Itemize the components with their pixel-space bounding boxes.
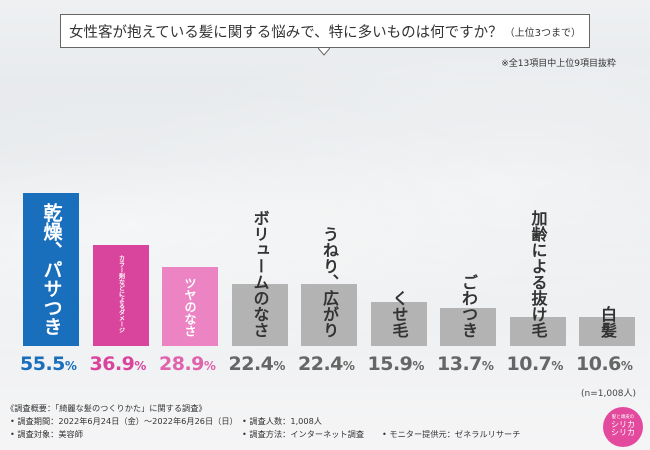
- survey-footer: 《調査概要：「綺麗な髪のつくりかた」に関する調査》 • 調査期間：2022年6月…: [6, 402, 606, 450]
- bar: [370, 302, 427, 346]
- excerpt-note: ※全13項目中上位9項目抜粋: [501, 59, 616, 69]
- question-sub: （上位3つまで）: [504, 27, 582, 39]
- bar-category-label: カラー剤などによるダメージ: [117, 254, 125, 333]
- logo-line-1: シリカ: [611, 419, 635, 429]
- value-unit: %: [342, 359, 355, 373]
- value-number: 28.9: [159, 353, 204, 375]
- bar-category-label: ごわつき: [459, 274, 478, 338]
- bar: [92, 244, 149, 346]
- bar-value-label: 36.9%: [89, 353, 147, 375]
- bar-value-label: 22.4%: [228, 353, 286, 375]
- bar-category-label: 白髪: [598, 306, 617, 338]
- value-unit: %: [620, 359, 633, 373]
- bar-value-label: 10.6%: [576, 353, 633, 375]
- bar-category-label: 加齢による抜け毛: [528, 210, 548, 338]
- sample-size-note: (n=1,008人): [581, 389, 637, 399]
- bar-value-label: 13.7%: [437, 353, 494, 375]
- value-unit: %: [412, 359, 424, 373]
- value-number: 10.6: [576, 353, 621, 375]
- footer-title: 《調査概要：「綺麗な髪のつくりかた」に関する調査》: [6, 403, 207, 413]
- bar-value-label: 10.7%: [506, 353, 564, 375]
- bar-value-label: 28.9%: [159, 353, 216, 375]
- bar: [301, 284, 357, 346]
- bar-category-label: ツヤのなさ: [183, 276, 197, 337]
- footer-provider: • モニター提供元：ゼネラルリサーチ: [382, 429, 521, 439]
- bar: [23, 193, 79, 346]
- logo-tagline: 髪と頭皮の: [611, 415, 635, 421]
- bar-category-label: うねり、広がり: [320, 226, 339, 338]
- logo-line-2: シリカ: [611, 428, 635, 438]
- value-number: 22.4: [228, 353, 274, 375]
- bar-category-label: ボリュームのなさ: [250, 210, 270, 338]
- value-number: 36.9: [89, 353, 135, 375]
- bar-category-label: くせ毛: [389, 290, 409, 338]
- bar-category-label: 乾燥、パサつき: [40, 203, 63, 337]
- bar: [162, 266, 218, 346]
- question-box: 女性客が抱えている髪に関する悩みで、特に多いものは何ですか？ （上位3つまで）: [60, 14, 590, 48]
- value-unit: %: [203, 359, 216, 373]
- value-number: 55.5: [20, 353, 65, 375]
- value-unit: %: [134, 359, 146, 373]
- footer-target: • 調査対象：美容師: [10, 429, 83, 439]
- value-number: 13.7: [437, 353, 482, 375]
- footer-count: • 調査人数：1,008人: [242, 416, 322, 426]
- bar: [231, 284, 288, 346]
- value-number: 10.7: [506, 353, 552, 375]
- value-unit: %: [273, 359, 285, 373]
- value-unit: %: [64, 359, 77, 373]
- bar-value-label: 55.5%: [20, 353, 77, 375]
- silica-logo: 髪と頭皮の シリカ シリカ: [603, 407, 643, 447]
- value-unit: %: [551, 359, 563, 373]
- bar-value-label: 15.9%: [367, 353, 425, 375]
- value-number: 22.4: [298, 353, 343, 375]
- footer-method: • 調査方法：インターネット調査: [242, 429, 365, 439]
- bar: [579, 316, 635, 346]
- question-main: 女性客が抱えている髪に関する悩みで、特に多いものは何ですか？: [68, 24, 503, 41]
- value-unit: %: [481, 359, 494, 373]
- footer-period: • 調査期間：2022年6月24日（金）〜2022年6月26日（日）: [10, 416, 238, 426]
- question-pointer-icon: [318, 47, 330, 56]
- bar: [440, 308, 496, 346]
- value-number: 15.9: [367, 353, 413, 375]
- bar: [509, 316, 566, 346]
- bar-value-label: 22.4%: [298, 353, 355, 375]
